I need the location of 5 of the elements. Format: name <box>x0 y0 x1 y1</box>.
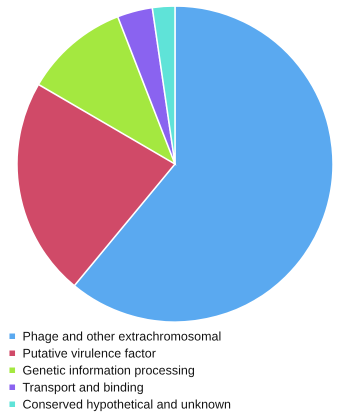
legend-label: Putative virulence factor <box>22 346 156 360</box>
legend-label: Genetic information processing <box>22 363 195 378</box>
legend-label: Phage and other extrachromosomal <box>22 329 222 344</box>
legend-label: Transport and binding <box>22 380 144 394</box>
legend-label: Conserved hypothetical and unknown <box>22 397 232 412</box>
